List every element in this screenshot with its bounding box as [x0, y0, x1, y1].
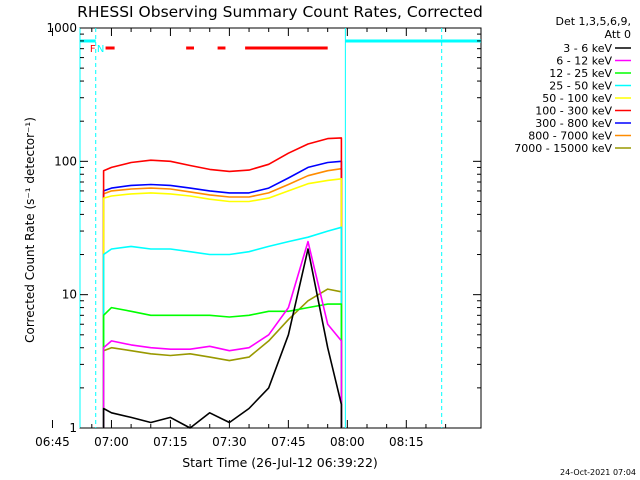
flag-n: N [97, 44, 104, 55]
chart-title: RHESSI Observing Summary Count Rates, Co… [77, 3, 483, 21]
legend-header-line-1: Det 1,3,5,6,9, [555, 15, 631, 28]
series-line-1 [102, 240, 343, 428]
series-line-0 [102, 248, 343, 429]
y-tick-label-1: 10 [62, 288, 77, 302]
series-line-7 [102, 167, 343, 428]
legend-label-8: 7000 - 15000 keV [514, 142, 612, 155]
y-tick-label-3: 1000 [46, 21, 77, 35]
x-tick-label-1: 07:00 [94, 435, 129, 449]
series-line-8 [102, 288, 343, 428]
series-line-4 [102, 178, 343, 428]
series-line-3 [102, 226, 343, 428]
x-tick-label-2: 07:15 [153, 435, 188, 449]
series-line-6 [102, 160, 343, 428]
flag-f: F [90, 44, 96, 55]
legend-label-7: 800 - 7000 keV [528, 130, 612, 143]
plot-frame [79, 27, 482, 429]
x-tick-label-5: 08:00 [330, 435, 365, 449]
legend-label-0: 3 - 6 keV [563, 42, 612, 55]
legend-header-line-2: Att 0 [605, 28, 631, 41]
legend-label-3: 25 - 50 keV [549, 80, 612, 93]
legend-label-2: 12 - 25 keV [549, 67, 612, 80]
x-tick-label-0: 06:45 [35, 435, 70, 449]
legend-label-4: 50 - 100 keV [542, 92, 612, 105]
legend-label-1: 6 - 12 keV [556, 55, 612, 68]
series-line-2 [102, 303, 343, 428]
footer-timestamp: 24-Oct-2021 07:04 [560, 468, 636, 477]
x-tick-label-6: 08:15 [389, 435, 424, 449]
x-tick-label-4: 07:45 [271, 435, 306, 449]
series-line-5 [102, 137, 343, 428]
y-tick-label-0: 1 [69, 421, 77, 435]
y-tick-label-2: 100 [54, 154, 77, 168]
legend-label-5: 100 - 300 keV [535, 105, 612, 118]
y-axis-label: Corrected Count Rate (s⁻¹ detector⁻¹) [23, 117, 37, 343]
x-axis-label: Start Time (26-Jul-12 06:39:22) [182, 455, 378, 470]
x-tick-label-3: 07:30 [212, 435, 247, 449]
legend-label-6: 300 - 800 keV [535, 117, 612, 130]
